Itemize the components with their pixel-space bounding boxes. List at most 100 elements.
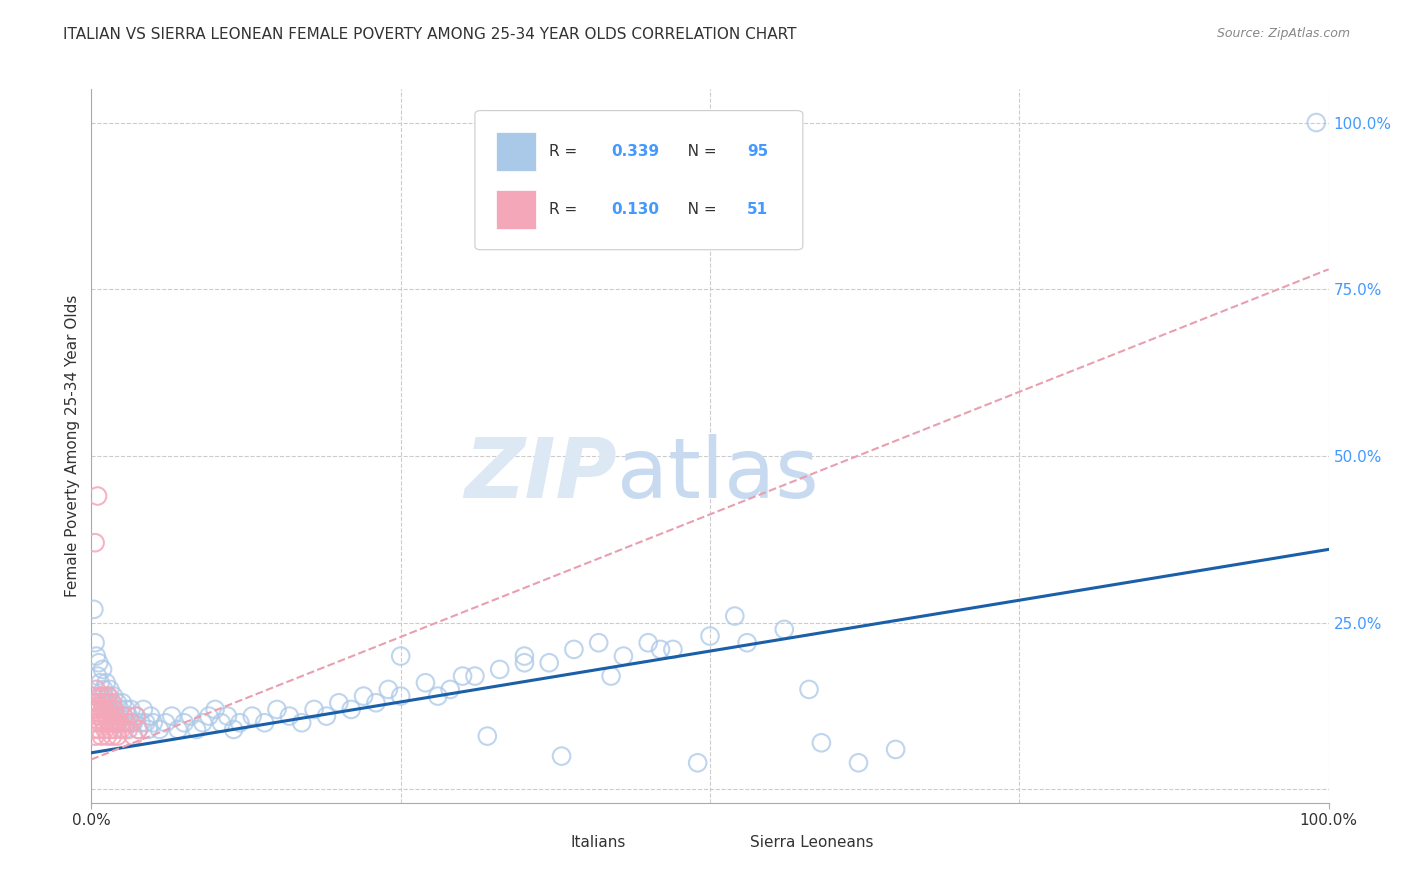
Point: [222, 723, 245, 737]
Point: [84, 535, 107, 549]
Point: [117, 709, 139, 723]
Point: [797, 682, 820, 697]
Point: [464, 669, 486, 683]
Bar: [496, 131, 536, 170]
Bar: [530, 828, 561, 856]
Point: [117, 715, 139, 730]
Point: [104, 709, 127, 723]
Text: Sierra Leoneans: Sierra Leoneans: [749, 835, 873, 849]
Bar: [710, 828, 741, 856]
Point: [94, 702, 117, 716]
Point: [94, 696, 117, 710]
Point: [96, 709, 118, 723]
Point: [105, 715, 128, 730]
Point: [83, 723, 105, 737]
Point: [93, 682, 115, 697]
Point: [612, 649, 634, 664]
Point: [477, 729, 499, 743]
Point: [266, 702, 288, 716]
Point: [98, 682, 121, 697]
Text: ZIP: ZIP: [464, 434, 617, 515]
Point: [96, 696, 118, 710]
Point: [97, 702, 120, 716]
Point: [91, 662, 114, 676]
Point: [91, 696, 114, 710]
Point: [84, 696, 107, 710]
Point: [302, 702, 325, 716]
Point: [104, 723, 127, 737]
Text: R =: R =: [550, 144, 582, 159]
Point: [135, 715, 157, 730]
Point: [662, 642, 685, 657]
Point: [86, 649, 108, 664]
Point: [83, 602, 105, 616]
Point: [100, 696, 122, 710]
Point: [364, 696, 387, 710]
Point: [101, 696, 124, 710]
Point: [136, 723, 159, 737]
Text: atlas: atlas: [617, 434, 818, 515]
Point: [87, 656, 110, 670]
Point: [100, 715, 122, 730]
Point: [127, 723, 149, 737]
Point: [82, 689, 104, 703]
Point: [96, 675, 118, 690]
Point: [186, 723, 208, 737]
Point: [82, 702, 104, 716]
Point: [155, 715, 177, 730]
Point: [89, 715, 111, 730]
Point: [86, 709, 108, 723]
Point: [217, 709, 239, 723]
Point: [773, 623, 796, 637]
Point: [415, 675, 437, 690]
Text: Source: ZipAtlas.com: Source: ZipAtlas.com: [1216, 27, 1350, 40]
Point: [115, 715, 138, 730]
Point: [100, 709, 122, 723]
Point: [142, 715, 165, 730]
Point: [600, 669, 623, 683]
Point: [112, 709, 135, 723]
Point: [111, 696, 134, 710]
Point: [637, 636, 659, 650]
Point: [86, 682, 108, 697]
Point: [513, 649, 536, 664]
Point: [117, 723, 139, 737]
Point: [315, 709, 337, 723]
Point: [120, 702, 142, 716]
Point: [96, 729, 118, 743]
Point: [240, 709, 263, 723]
Point: [115, 702, 138, 716]
Point: [735, 636, 758, 650]
Point: [127, 723, 149, 737]
Point: [550, 749, 572, 764]
Point: [89, 689, 111, 703]
Point: [884, 742, 907, 756]
Point: [191, 715, 214, 730]
Point: [340, 702, 363, 716]
Point: [107, 715, 129, 730]
Point: [377, 682, 399, 697]
Bar: [496, 190, 536, 229]
Text: 95: 95: [747, 144, 769, 159]
Point: [87, 702, 110, 716]
Point: [93, 715, 115, 730]
FancyBboxPatch shape: [475, 111, 803, 250]
Point: [105, 696, 128, 710]
Text: 0.130: 0.130: [612, 202, 659, 217]
Point: [105, 715, 128, 730]
Point: [451, 669, 474, 683]
Point: [686, 756, 709, 770]
Point: [103, 715, 125, 730]
Point: [97, 715, 120, 730]
Point: [253, 715, 276, 730]
Point: [139, 709, 162, 723]
Point: [90, 709, 112, 723]
Point: [229, 715, 252, 730]
Point: [328, 696, 350, 710]
Point: [89, 675, 111, 690]
Point: [160, 709, 183, 723]
Point: [198, 709, 221, 723]
Point: [513, 656, 536, 670]
Point: [129, 715, 152, 730]
Point: [173, 715, 195, 730]
